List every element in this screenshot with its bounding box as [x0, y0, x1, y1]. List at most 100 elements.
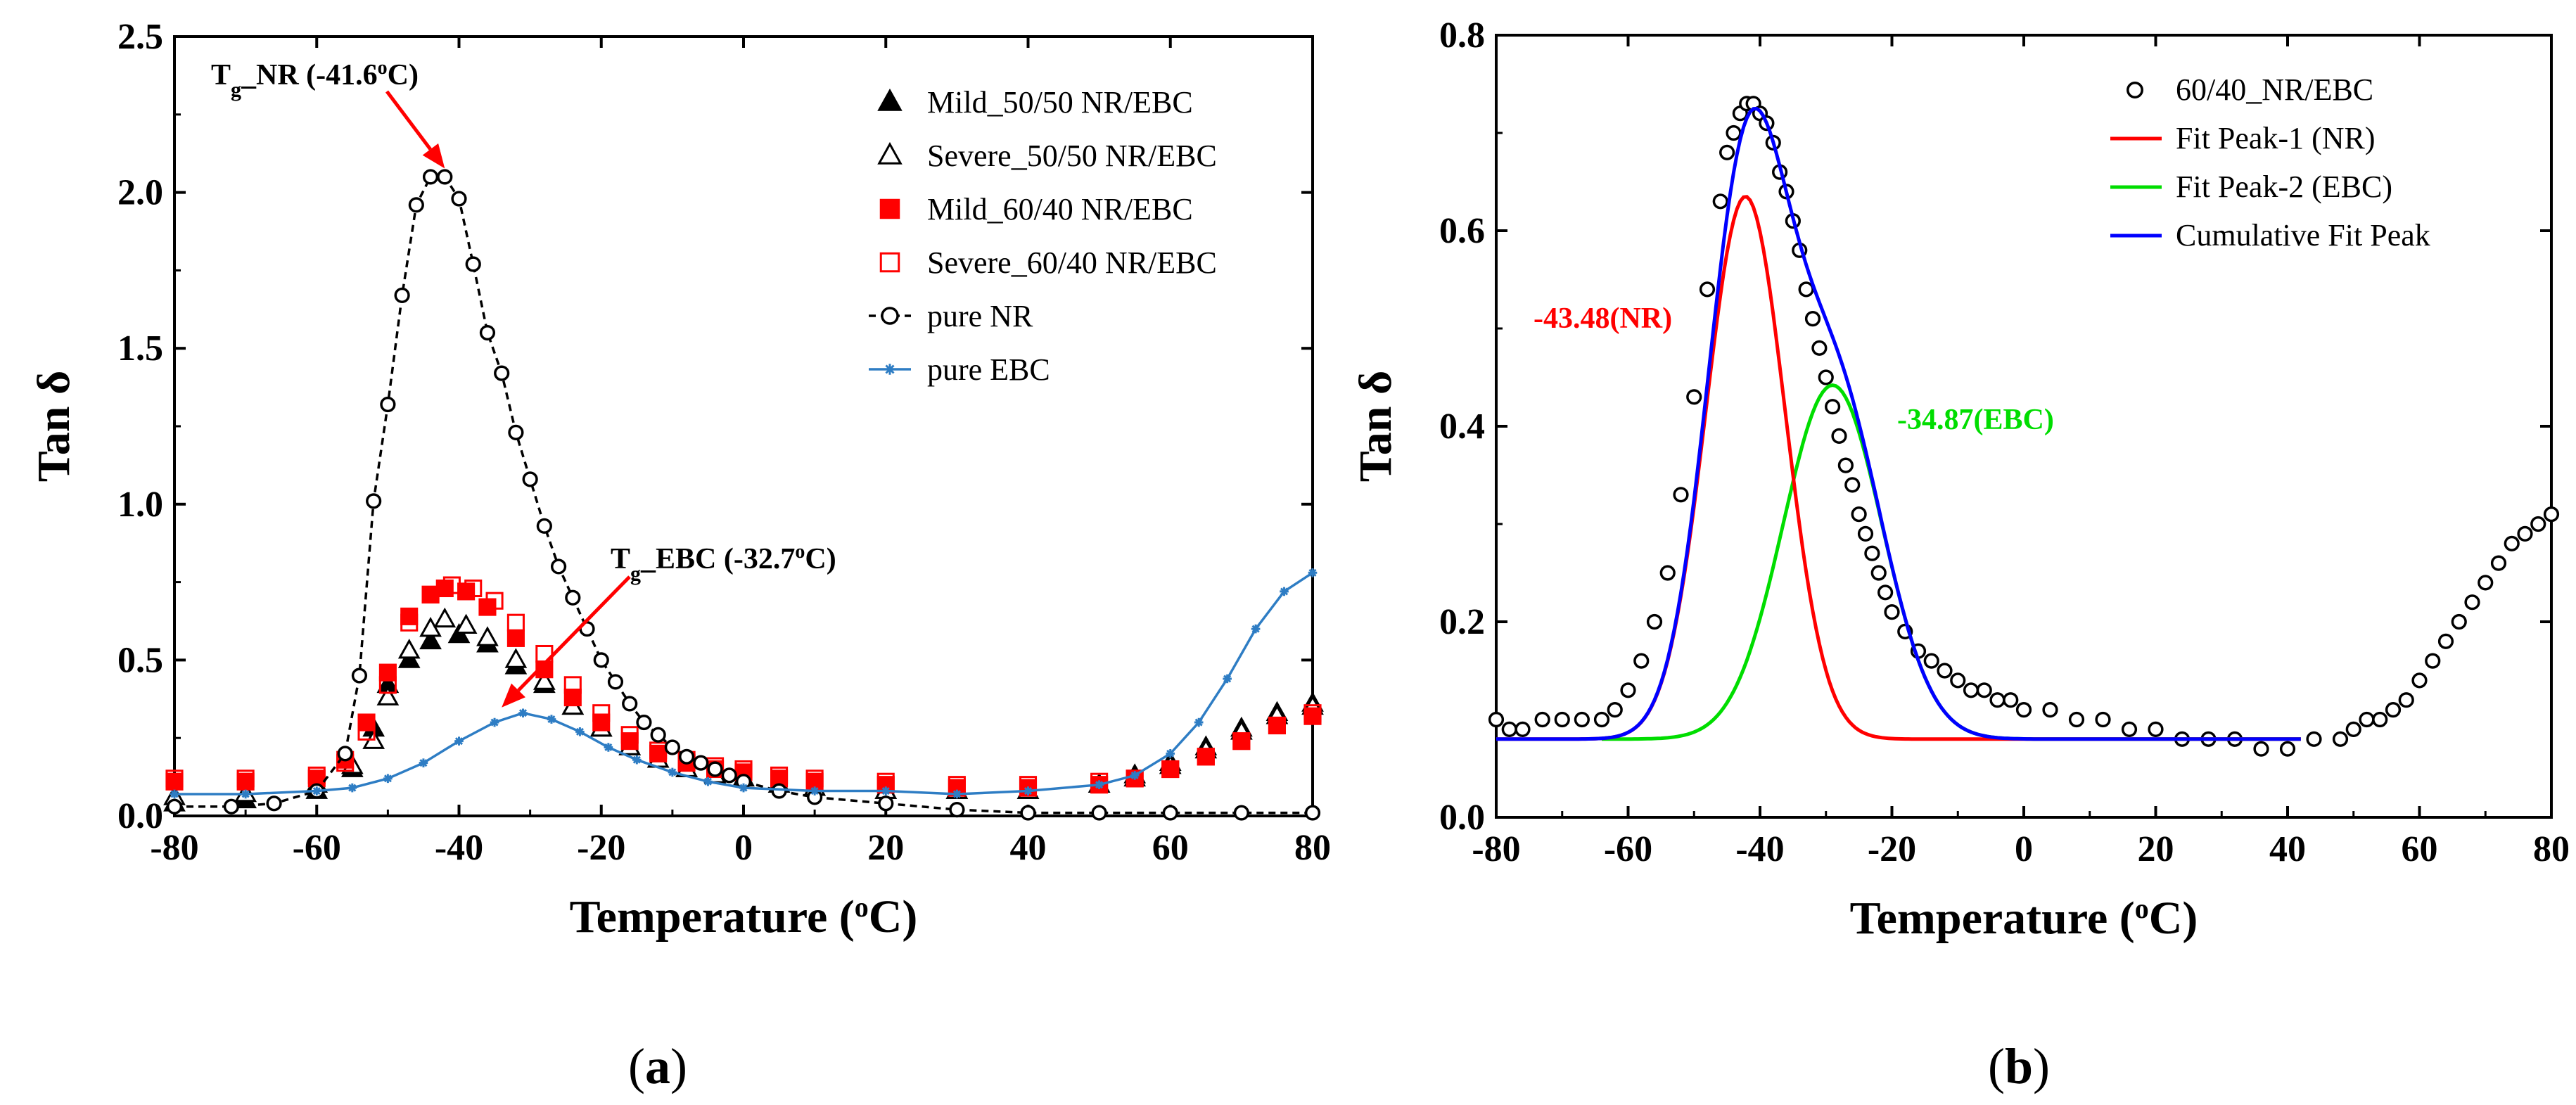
data-point [485, 592, 504, 610]
data-point [533, 670, 556, 690]
x-tick-label: 40 [1010, 828, 1047, 868]
data-point [2148, 721, 2164, 738]
legend-label: Mild_60/40 NR/EBC [927, 192, 1193, 226]
data-point [508, 424, 524, 440]
fit-peak-2-line [1602, 383, 2301, 741]
data-point [419, 629, 442, 650]
legend-label: Mild_50/50 NR/EBC [927, 85, 1193, 120]
data-point [771, 783, 787, 799]
data-point [878, 796, 894, 812]
data-point [506, 629, 525, 647]
data-point [518, 708, 528, 718]
data-point [1197, 748, 1215, 766]
data-point [347, 783, 357, 793]
data-point [2478, 575, 2494, 591]
x-tick-label: 60 [1152, 828, 1189, 868]
data-point [165, 769, 184, 788]
data-point [2015, 702, 2032, 718]
x-tick-label: 80 [2533, 829, 2570, 869]
data-point [2437, 633, 2454, 649]
y-tick-label: 0.0 [1439, 798, 1485, 838]
data-point [721, 767, 737, 784]
x-tick-label: 60 [2402, 829, 2438, 869]
data-point [565, 589, 581, 606]
data-point [479, 324, 496, 341]
data-point [1593, 711, 1610, 728]
legend-marker [884, 364, 895, 375]
data-point [1607, 702, 1623, 718]
data-point [1232, 732, 1251, 750]
legend-label: 60/40_NR/EBC [2176, 72, 2373, 107]
data-point [707, 761, 723, 777]
data-point [575, 727, 585, 736]
data-point [2359, 711, 2375, 728]
data-point [2345, 721, 2361, 738]
data-point [607, 674, 624, 690]
data-point [1574, 711, 1590, 728]
data-point [1130, 771, 1140, 780]
panel-b-label: (b) [1988, 1038, 2050, 1094]
x-tick-label: 80 [1294, 828, 1331, 868]
data-point [949, 802, 965, 818]
data-point [1095, 780, 1104, 789]
data-point [1620, 682, 1636, 698]
data-point [421, 585, 440, 603]
data-point [805, 769, 824, 788]
data-point [679, 748, 695, 765]
data-point [408, 197, 424, 213]
data-point [522, 471, 538, 487]
y-axis-title: Tan δ [1350, 371, 1401, 482]
data-point [419, 758, 428, 767]
data-point [2068, 711, 2085, 728]
data-point [1825, 399, 1841, 415]
y-tick-label: 2.5 [117, 17, 163, 57]
data-point [366, 493, 382, 509]
y-tick-label: 0.5 [117, 640, 163, 680]
data-point [337, 746, 353, 762]
data-point [266, 796, 282, 812]
data-point [1232, 732, 1251, 750]
legend-marker [879, 252, 900, 273]
data-point [1870, 565, 1887, 581]
x-tick-label: 20 [867, 828, 904, 868]
data-point [166, 798, 183, 815]
data-point [1884, 604, 1900, 620]
data-point [1166, 749, 1175, 758]
y-tick-label: 0.6 [1439, 211, 1485, 251]
data-point [454, 736, 464, 746]
data-point [1223, 674, 1232, 684]
y-tick-label: 0.0 [117, 796, 163, 836]
arrow-tg-ebc-head [502, 683, 525, 708]
data-point [1712, 193, 1728, 210]
data-point [1726, 124, 1742, 141]
data-point [1280, 587, 1289, 596]
data-point [2517, 525, 2533, 542]
data-point [1161, 760, 1180, 779]
data-point [2490, 555, 2507, 571]
data-point [2306, 731, 2322, 747]
data-point [2253, 741, 2269, 757]
x-tick-label: -80 [150, 828, 198, 868]
legend-label: Severe_50/50 NR/EBC [927, 139, 1217, 173]
data-point [650, 727, 666, 743]
data-point [1923, 653, 1939, 669]
data-point [357, 713, 376, 732]
data-point [312, 786, 321, 796]
data-point [622, 696, 638, 712]
fit-peak-1-line [1496, 195, 2301, 741]
data-point [1161, 760, 1180, 779]
legend-marker [2127, 82, 2143, 98]
x-axis-title: Temperature (oC) [570, 891, 918, 943]
data-point [593, 652, 609, 668]
data-point [2504, 535, 2520, 551]
legend-label: pure EBC [927, 352, 1050, 387]
data-point [1811, 340, 1828, 356]
y-tick-label: 1.5 [117, 328, 163, 369]
x-tick-label: 0 [2015, 829, 2033, 869]
panel-a-label: (a) [628, 1038, 687, 1094]
data-point [2121, 721, 2138, 738]
data-point [620, 726, 639, 744]
annotation-tg-ebc: Tg_EBC (-32.7oC) [611, 541, 836, 585]
data-point [2095, 711, 2111, 728]
data-point [2425, 653, 2441, 669]
